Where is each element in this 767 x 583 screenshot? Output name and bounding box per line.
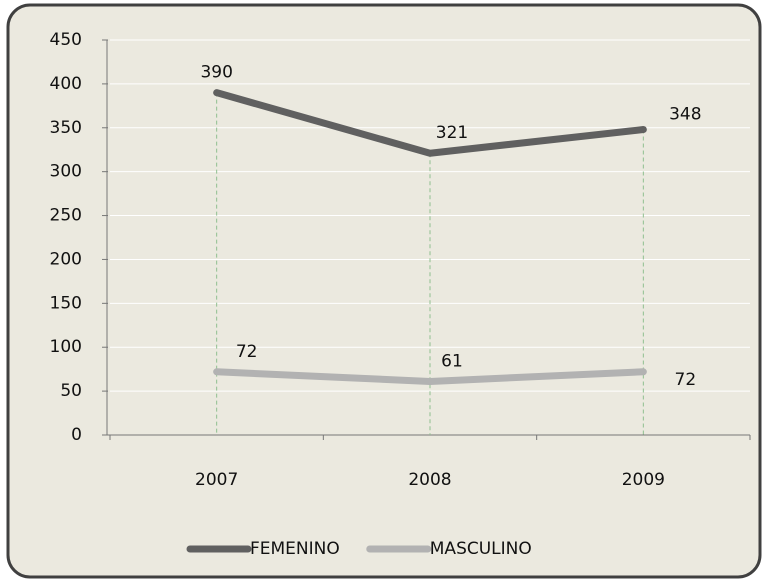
series-line: [213, 368, 647, 385]
data-label: 61: [441, 351, 463, 371]
legend-label: MASCULINO: [430, 539, 532, 559]
y-tick-label: 200: [50, 249, 82, 269]
x-tick-label: 2009: [622, 470, 665, 490]
y-tick-label: 250: [50, 206, 82, 226]
data-label: 72: [675, 370, 697, 390]
data-label: 390: [200, 63, 232, 83]
x-tick-label: 2008: [408, 470, 451, 490]
legend-label: FEMENINO: [250, 539, 340, 559]
y-tick-label: 400: [50, 74, 82, 94]
y-tick-label: 150: [50, 293, 82, 313]
data-label: 321: [436, 123, 468, 143]
y-tick-label: 50: [60, 381, 82, 401]
chart-frame: [6, 3, 762, 579]
y-tick-label: 100: [50, 337, 82, 357]
data-label: 348: [669, 105, 701, 125]
x-tick-label: 2007: [195, 470, 238, 490]
data-label: 72: [236, 342, 258, 362]
series-line: [213, 89, 647, 157]
y-tick-label: 350: [50, 118, 82, 138]
y-tick-label: 0: [71, 425, 82, 445]
y-tick-label: 450: [50, 30, 82, 50]
y-tick-label: 300: [50, 162, 82, 182]
